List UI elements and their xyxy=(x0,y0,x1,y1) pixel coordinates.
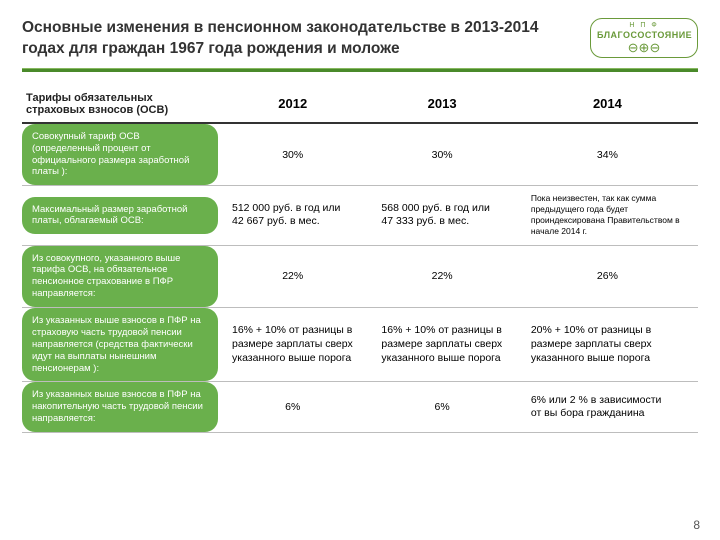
cell-y2013: 16% + 10% от разницы в размере зарплаты … xyxy=(367,308,516,382)
col-2014: 2014 xyxy=(517,86,698,123)
row-label-cell: Из указанных выше взносов в ПФР на страх… xyxy=(22,308,218,382)
cell-y2012: 30% xyxy=(218,123,367,186)
row-label-cell: Из указанных выше взносов в ПФР на накоп… xyxy=(22,382,218,433)
row-label-cell: Из совокупного, указанного выше тарифа О… xyxy=(22,245,218,308)
cell-y2012: 6% xyxy=(218,382,367,433)
row-label-cell: Максимальный размер заработной платы, об… xyxy=(22,186,218,245)
page-number: 8 xyxy=(693,518,700,532)
col-2012: 2012 xyxy=(218,86,367,123)
table-row: Совокупный тариф ОСВ (определенный проце… xyxy=(22,123,698,186)
cell-y2013: 30% xyxy=(367,123,516,186)
table-row: Из указанных выше взносов в ПФР на накоп… xyxy=(22,382,698,433)
cell-y2013: 22% xyxy=(367,245,516,308)
header: Основные изменения в пенсионном законода… xyxy=(22,18,698,60)
logo-top: Н П Ф xyxy=(597,22,691,30)
table-row: Из совокупного, указанного выше тарифа О… xyxy=(22,245,698,308)
row-label-pill: Совокупный тариф ОСВ (определенный проце… xyxy=(22,124,218,186)
table-row: Из указанных выше взносов в ПФР на страх… xyxy=(22,308,698,382)
row-label-cell: Совокупный тариф ОСВ (определенный проце… xyxy=(22,123,218,186)
logo-icon: ⊖⊕⊖ xyxy=(597,41,691,54)
table-header-row: Тарифы обязательных страховых взносов (О… xyxy=(22,86,698,123)
cell-y2012: 512 000 руб. в год или 42 667 руб. в мес… xyxy=(218,186,367,245)
row-label-pill: Максимальный размер заработной платы, об… xyxy=(22,197,218,235)
page-title: Основные изменения в пенсионном законода… xyxy=(22,18,590,60)
cell-y2014: 34% xyxy=(517,123,698,186)
col-label-text: Тарифы обязательных страховых взносов (О… xyxy=(22,86,218,122)
cell-y2012: 22% xyxy=(218,245,367,308)
col-label: Тарифы обязательных страховых взносов (О… xyxy=(22,86,218,123)
col-2013: 2013 xyxy=(367,86,516,123)
cell-y2012: 16% + 10% от разницы в размере зарплаты … xyxy=(218,308,367,382)
row-label-pill: Из указанных выше взносов в ПФР на страх… xyxy=(22,308,218,381)
cell-y2014: Пока неизвестен, так как сумма предыдуще… xyxy=(517,186,698,245)
rates-table: Тарифы обязательных страховых взносов (О… xyxy=(22,86,698,433)
row-label-pill: Из указанных выше взносов в ПФР на накоп… xyxy=(22,382,218,432)
cell-y2014: 26% xyxy=(517,245,698,308)
green-divider xyxy=(22,68,698,72)
logo-badge: Н П Ф БЛАГОСОСТОЯНИЕ ⊖⊕⊖ xyxy=(590,18,698,58)
cell-y2013: 6% xyxy=(367,382,516,433)
row-label-pill: Из совокупного, указанного выше тарифа О… xyxy=(22,246,218,308)
cell-y2014: 20% + 10% от разницы в размере зарплаты … xyxy=(517,308,698,382)
cell-y2013: 568 000 руб. в год или 47 333 руб. в мес… xyxy=(367,186,516,245)
cell-y2014: 6% или 2 % в зависимости от вы бора граж… xyxy=(517,382,698,433)
table-row: Максимальный размер заработной платы, об… xyxy=(22,186,698,245)
